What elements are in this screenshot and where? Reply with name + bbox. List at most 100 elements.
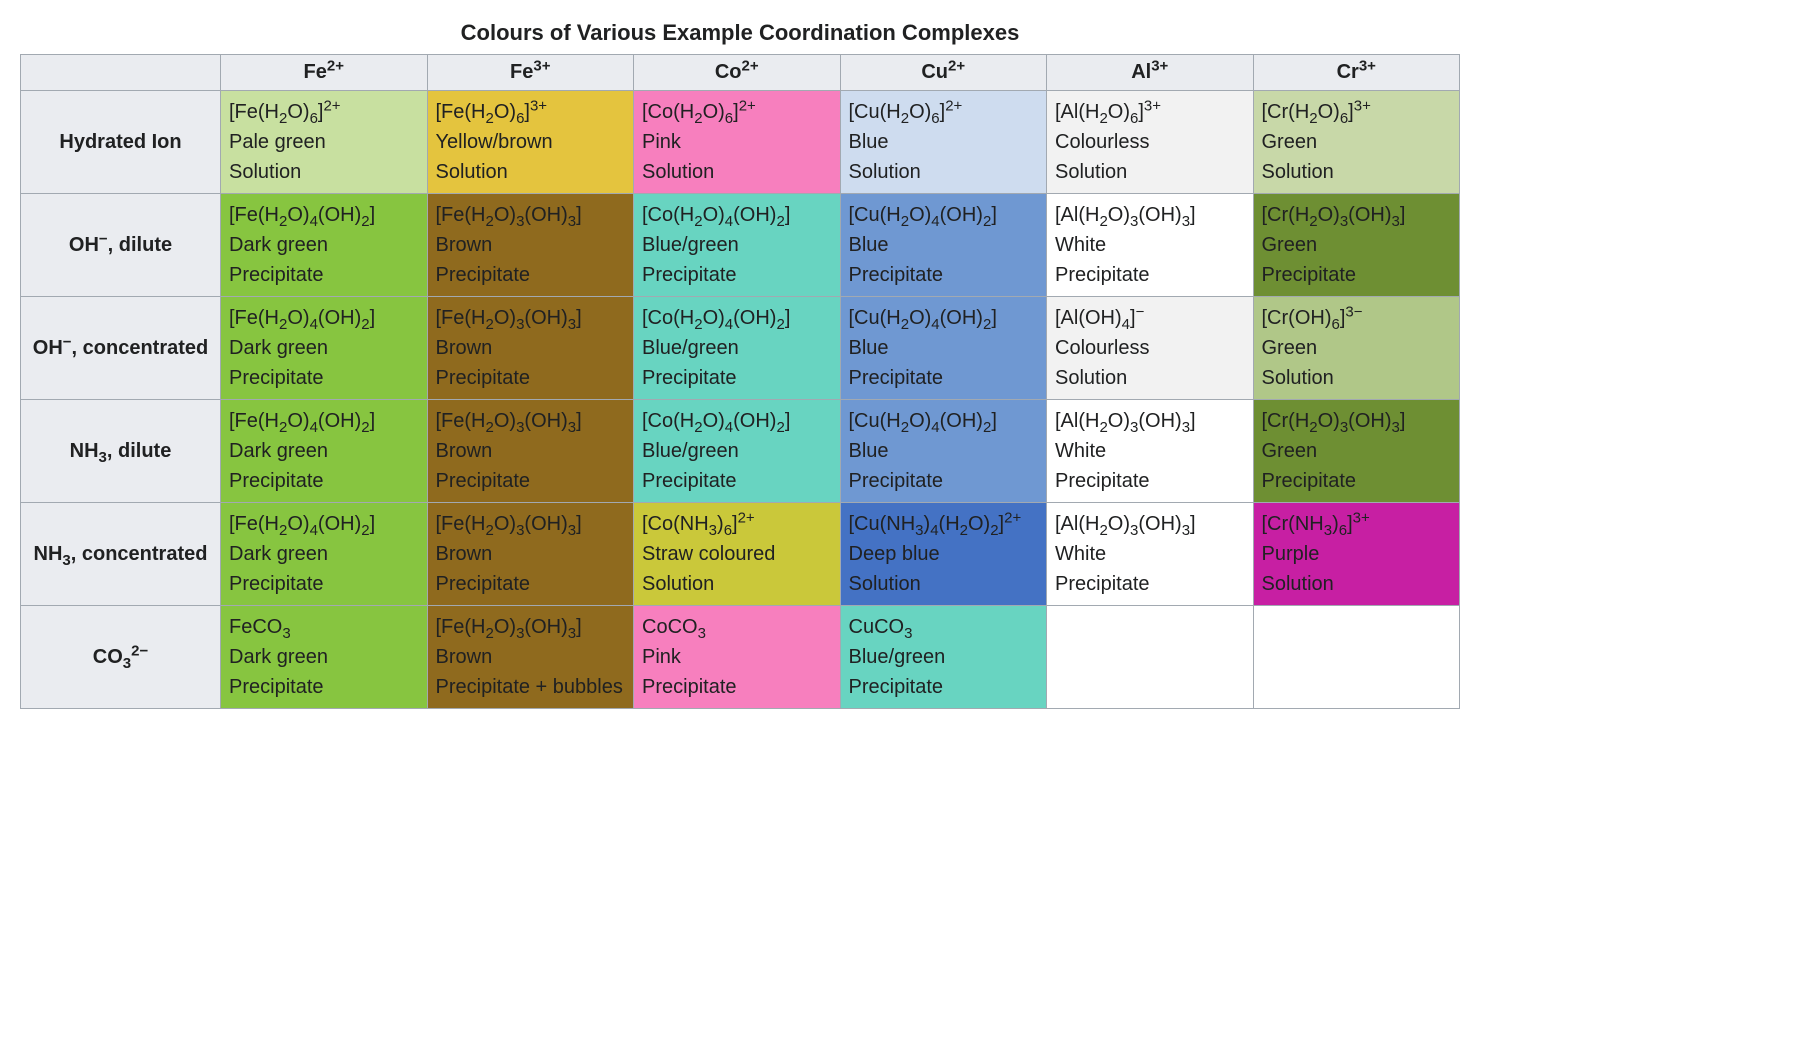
cell-nh3_conc-fe3: [Fe(H2O)3(OH)3]BrownPrecipitate (427, 503, 634, 606)
cell-state: Precipitate (1262, 466, 1452, 496)
cell-colour: Dark green (229, 230, 419, 260)
table-caption: Colours of Various Example Coordination … (20, 20, 1460, 46)
cell-state: Precipitate (642, 672, 832, 702)
cell-oh_conc-cr3: [Cr(OH)6]3−GreenSolution (1253, 297, 1460, 400)
cell-colour: Blue (849, 333, 1039, 363)
cell-formula: [Cu(H2O)6]2+ (849, 97, 1039, 127)
cell-formula: FeCO3 (229, 612, 419, 642)
cell-oh_conc-fe3: [Fe(H2O)3(OH)3]BrownPrecipitate (427, 297, 634, 400)
table-row: NH3, concentrated[Fe(H2O)4(OH)2]Dark gre… (21, 503, 1460, 606)
cell-state: Solution (1055, 157, 1245, 187)
cell-oh_dilute-cr3: [Cr(H2O)3(OH)3]GreenPrecipitate (1253, 194, 1460, 297)
table-row: NH3, dilute[Fe(H2O)4(OH)2]Dark greenPrec… (21, 400, 1460, 503)
cell-co3-co2: CoCO3PinkPrecipitate (634, 606, 841, 709)
cell-nh3_dilute-fe3: [Fe(H2O)3(OH)3]BrownPrecipitate (427, 400, 634, 503)
cell-oh_conc-al3: [Al(OH)4]−ColourlessSolution (1047, 297, 1254, 400)
cell-co3-fe2: FeCO3Dark greenPrecipitate (221, 606, 428, 709)
cell-state: Precipitate (642, 363, 832, 393)
column-header-cu2: Cu2+ (840, 55, 1047, 91)
cell-formula: [Cu(NH3)4(H2O)2]2+ (849, 509, 1039, 539)
cell-formula: [Co(H2O)4(OH)2] (642, 303, 832, 333)
row-header-nh3_dilute: NH3, dilute (21, 400, 221, 503)
cell-colour: Dark green (229, 333, 419, 363)
cell-formula: [Co(NH3)6]2+ (642, 509, 832, 539)
cell-colour: Blue (849, 230, 1039, 260)
cell-colour: Deep blue (849, 539, 1039, 569)
cell-formula: [Fe(H2O)4(OH)2] (229, 303, 419, 333)
table-row: OH−, concentrated[Fe(H2O)4(OH)2]Dark gre… (21, 297, 1460, 400)
column-header-co2: Co2+ (634, 55, 841, 91)
table-row: OH−, dilute[Fe(H2O)4(OH)2]Dark greenPrec… (21, 194, 1460, 297)
cell-formula: [Fe(H2O)3(OH)3] (436, 303, 626, 333)
cell-formula: [Al(H2O)3(OH)3] (1055, 200, 1245, 230)
cell-colour: Blue/green (849, 642, 1039, 672)
cell-formula: CoCO3 (642, 612, 832, 642)
cell-state: Precipitate (1055, 569, 1245, 599)
cell-formula: [Al(OH)4]− (1055, 303, 1245, 333)
cell-state: Precipitate (849, 363, 1039, 393)
cell-formula: [Cu(H2O)4(OH)2] (849, 406, 1039, 436)
cell-state: Precipitate + bubbles (436, 672, 626, 702)
cell-colour: Brown (436, 230, 626, 260)
cell-nh3_conc-cr3: [Cr(NH3)6]3+PurpleSolution (1253, 503, 1460, 606)
cell-hydrated-cr3: [Cr(H2O)6]3+GreenSolution (1253, 91, 1460, 194)
cell-state: Precipitate (1262, 260, 1452, 290)
cell-state: Precipitate (229, 569, 419, 599)
cell-state: Precipitate (436, 260, 626, 290)
cell-co3-cr3 (1253, 606, 1460, 709)
cell-colour: White (1055, 230, 1245, 260)
cell-formula: [Fe(H2O)6]3+ (436, 97, 626, 127)
coordination-complex-table: Fe2+Fe3+Co2+Cu2+Al3+Cr3+ Hydrated Ion[Fe… (20, 54, 1460, 709)
cell-oh_conc-fe2: [Fe(H2O)4(OH)2]Dark greenPrecipitate (221, 297, 428, 400)
cell-oh_conc-co2: [Co(H2O)4(OH)2]Blue/greenPrecipitate (634, 297, 841, 400)
row-header-co3: CO32− (21, 606, 221, 709)
cell-state: Precipitate (849, 260, 1039, 290)
table-body: Hydrated Ion[Fe(H2O)6]2+Pale greenSoluti… (21, 91, 1460, 709)
cell-oh_dilute-fe2: [Fe(H2O)4(OH)2]Dark greenPrecipitate (221, 194, 428, 297)
cell-formula: [Fe(H2O)4(OH)2] (229, 200, 419, 230)
table-row: Hydrated Ion[Fe(H2O)6]2+Pale greenSoluti… (21, 91, 1460, 194)
cell-co3-cu2: CuCO3Blue/greenPrecipitate (840, 606, 1047, 709)
row-header-hydrated: Hydrated Ion (21, 91, 221, 194)
cell-formula: [Cr(H2O)3(OH)3] (1262, 200, 1452, 230)
cell-nh3_dilute-cu2: [Cu(H2O)4(OH)2]BluePrecipitate (840, 400, 1047, 503)
cell-formula: [Fe(H2O)4(OH)2] (229, 509, 419, 539)
cell-oh_dilute-cu2: [Cu(H2O)4(OH)2]BluePrecipitate (840, 194, 1047, 297)
cell-formula: [Fe(H2O)3(OH)3] (436, 509, 626, 539)
cell-state: Precipitate (436, 466, 626, 496)
cell-nh3_dilute-co2: [Co(H2O)4(OH)2]Blue/greenPrecipitate (634, 400, 841, 503)
cell-state: Precipitate (849, 672, 1039, 702)
cell-state: Precipitate (1055, 260, 1245, 290)
cell-state: Precipitate (229, 363, 419, 393)
cell-state: Solution (436, 157, 626, 187)
cell-colour: Pink (642, 642, 832, 672)
cell-formula: [Fe(H2O)3(OH)3] (436, 406, 626, 436)
cell-colour: Brown (436, 642, 626, 672)
cell-state: Solution (229, 157, 419, 187)
cell-colour: Dark green (229, 436, 419, 466)
cell-nh3_conc-cu2: [Cu(NH3)4(H2O)2]2+Deep blueSolution (840, 503, 1047, 606)
cell-state: Precipitate (229, 672, 419, 702)
cell-formula: [Cr(NH3)6]3+ (1262, 509, 1452, 539)
cell-state: Precipitate (229, 466, 419, 496)
cell-colour: Brown (436, 333, 626, 363)
cell-state: Solution (642, 569, 832, 599)
cell-formula: [Co(H2O)4(OH)2] (642, 406, 832, 436)
cell-formula: [Co(H2O)6]2+ (642, 97, 832, 127)
cell-formula: [Fe(H2O)6]2+ (229, 97, 419, 127)
cell-state: Precipitate (849, 466, 1039, 496)
cell-oh_conc-cu2: [Cu(H2O)4(OH)2]BluePrecipitate (840, 297, 1047, 400)
cell-formula: [Fe(H2O)4(OH)2] (229, 406, 419, 436)
cell-colour: Green (1262, 230, 1452, 260)
cell-state: Solution (1262, 363, 1452, 393)
cell-formula: [Cr(H2O)6]3+ (1262, 97, 1452, 127)
column-header-fe2: Fe2+ (221, 55, 428, 91)
cell-colour: Straw coloured (642, 539, 832, 569)
cell-colour: Brown (436, 539, 626, 569)
table-wrapper: Colours of Various Example Coordination … (20, 20, 1460, 709)
cell-nh3_conc-al3: [Al(H2O)3(OH)3]WhitePrecipitate (1047, 503, 1254, 606)
cell-colour: Pink (642, 127, 832, 157)
cell-state: Precipitate (229, 260, 419, 290)
cell-formula: [Fe(H2O)3(OH)3] (436, 200, 626, 230)
cell-co3-fe3: [Fe(H2O)3(OH)3]BrownPrecipitate + bubble… (427, 606, 634, 709)
